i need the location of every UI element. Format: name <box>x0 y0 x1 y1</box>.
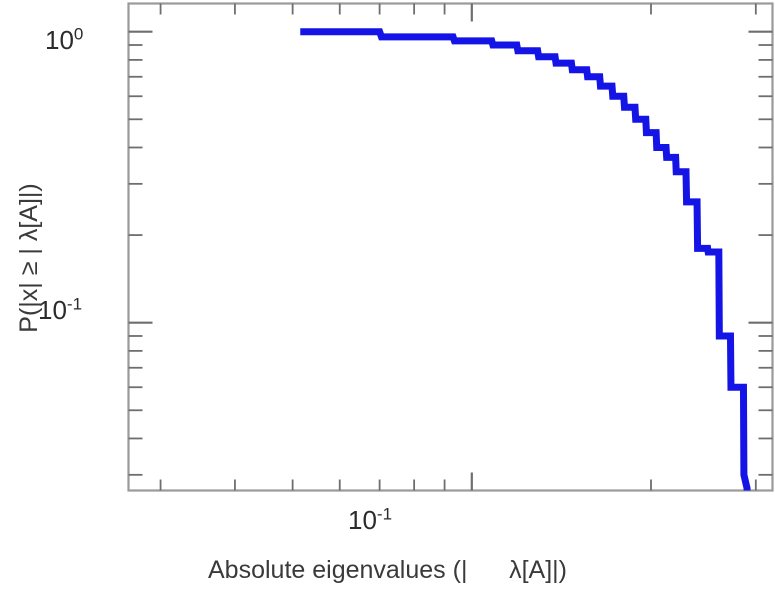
x-axis-ticks <box>159 3 757 491</box>
y-tick-label-1e0: 100 <box>45 24 84 55</box>
series-line-0 <box>300 28 751 491</box>
x-tick-label-1e-1: 10-1 <box>348 504 393 535</box>
plot-frame <box>127 2 774 492</box>
y-tick-label-1e-1: 10-1 <box>38 294 83 325</box>
y-axis-label: P(|x| ≥ | λ[A]|) <box>15 183 43 333</box>
y-axis-label-wrapper: P(|x| ≥ | λ[A]|) <box>15 8 55 508</box>
x-axis-label: Absolute eigenvalues (| λ[A]|) <box>208 556 567 584</box>
y-axis-ticks <box>128 30 773 476</box>
data-series-group <box>300 28 751 491</box>
